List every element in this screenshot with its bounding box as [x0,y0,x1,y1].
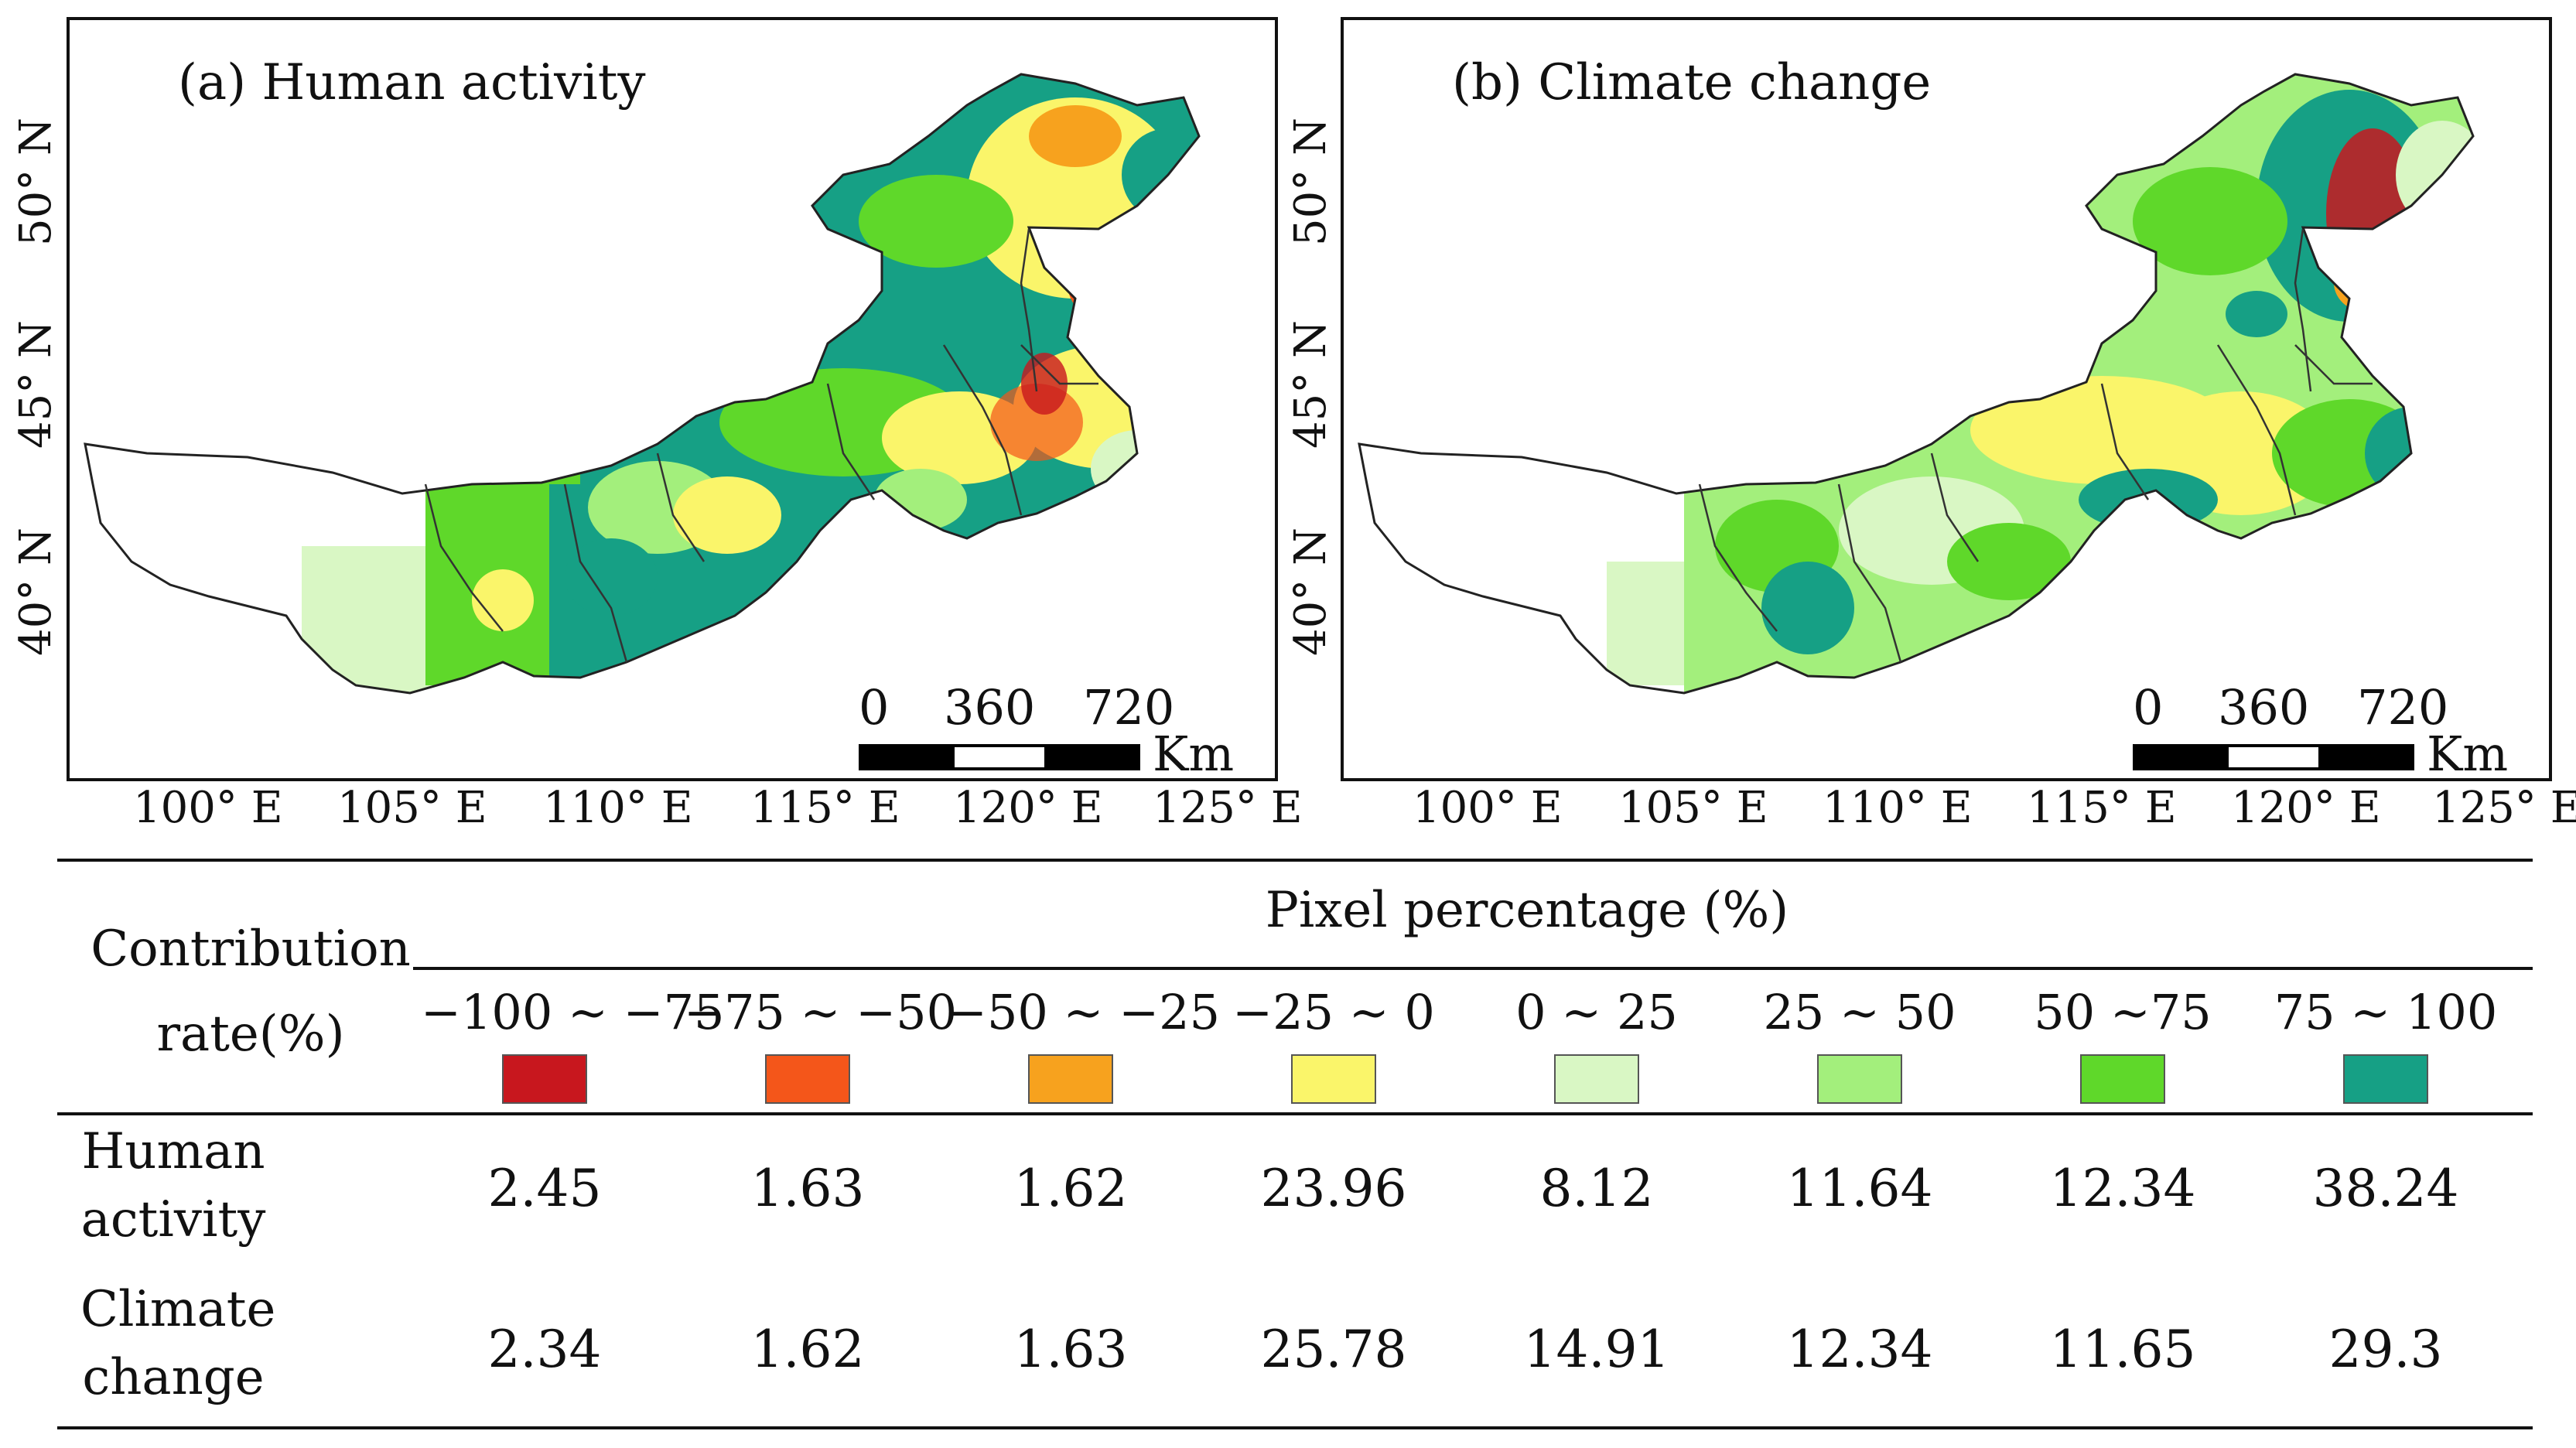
row-label-line: change [82,1349,265,1406]
panel-title: (a) Human activity [178,54,646,111]
legend-range: −75 ~ −50 [684,984,958,1040]
lat-label-a: 40° N [11,527,61,656]
scale-tick: 720 [2357,679,2449,736]
table-row-label: Human activity [80,1123,266,1248]
legend-swatch [1028,1054,1113,1104]
table-cell: 2.34 [487,1320,602,1379]
legend-class: −75 ~ −50 [684,984,958,1104]
map-human-activity [84,73,1201,695]
table-cell: 14.91 [1523,1320,1670,1379]
legend-range: 50 ~75 [2034,984,2212,1040]
scale-segment [859,744,955,770]
scale-bar: 0 360 720 Km [2133,659,2535,778]
row-label-line: Climate [80,1281,276,1338]
table-cell: 23.96 [1260,1159,1407,1218]
lon-label-a: 110° E [543,783,693,833]
legend-class: −100 ~ −75 [421,984,725,1104]
table-rule [57,1112,2533,1115]
panel-title: (b) Climate change [1452,54,1932,111]
scale-segment [1044,744,1140,770]
scale-tick: 360 [944,679,1036,736]
scale-unit: Km [1153,726,1235,781]
legend-range: −100 ~ −75 [421,984,725,1040]
legend-class: −50 ~ −25 [947,984,1221,1104]
legend-class: 0 ~ 25 [1473,984,1720,1104]
table-rule [57,859,2533,862]
legend-swatch [1291,1054,1376,1104]
table-cell: 29.3 [2328,1320,2443,1379]
table-rule [413,967,2533,970]
table-cell: 12.34 [1786,1320,1933,1379]
lon-label-b: 105° E [1618,783,1768,833]
lon-label-a: 105° E [337,783,487,833]
scale-bar: 0 360 720 Km [859,659,1261,778]
scale-tick: 360 [2218,679,2310,736]
legend-swatch [1554,1054,1639,1104]
table-row-label: Climate change [80,1281,276,1406]
table-cell: 11.65 [2049,1320,2196,1379]
lon-label-a: 100° E [133,783,283,833]
legend-range: −25 ~ 0 [1232,984,1435,1040]
lon-label-b: 115° E [2027,783,2177,833]
scale-tick: 0 [2133,679,2164,736]
legend-range: 0 ~ 25 [1515,984,1678,1040]
lat-label-b: 40° N [1286,527,1336,656]
row-header-line: rate(%) [156,1006,345,1063]
lon-label-b: 110° E [1823,783,1973,833]
table-cell: 11.64 [1786,1159,1933,1218]
table-cell: 1.63 [750,1159,865,1218]
legend-class: 50 ~75 [1999,984,2246,1104]
table-cell: 38.24 [2312,1159,2459,1218]
lon-label-b: 100° E [1413,783,1563,833]
legend-class: −25 ~ 0 [1210,984,1457,1104]
row-label-line: Human [81,1123,265,1180]
legend-swatch [765,1054,850,1104]
legend-class: 25 ~ 50 [1736,984,1983,1104]
table-cell: 12.34 [2049,1159,2196,1218]
lon-label-a: 125° E [1153,783,1303,833]
lat-label-b: 45° N [1286,319,1336,449]
legend-table: Contribution rate(%) Pixel percentage (%… [57,851,2533,1439]
lat-label-a: 50° N [11,117,61,246]
legend-range: 25 ~ 50 [1763,984,1956,1040]
row-label-line: activity [80,1191,266,1248]
row-header-line: Contribution [91,920,411,978]
map-climate-change [1358,73,2475,695]
legend-swatch [2343,1054,2428,1104]
scale-segment [2318,744,2414,770]
table-cell: 8.12 [1539,1159,1654,1218]
scale-segment [2133,744,2229,770]
lon-label-a: 115° E [750,783,900,833]
lat-label-a: 45° N [11,319,61,449]
section-title: Pixel percentage (%) [1265,882,1789,939]
table-rule [57,1426,2533,1429]
table-cell: 25.78 [1260,1320,1407,1379]
table-cell: 1.62 [750,1320,865,1379]
table-cell: 2.45 [487,1159,602,1218]
row-header: Contribution rate(%) [73,920,429,1063]
lon-label-b: 125° E [2432,783,2576,833]
table-cell: 1.63 [1013,1320,1128,1379]
legend-swatch [1817,1054,1902,1104]
scale-tick: 720 [1083,679,1175,736]
map-panel-human-activity: (a) Human activity 0 360 720 Km [67,17,1278,781]
lat-label-b: 50° N [1286,117,1336,246]
legend-swatch [2080,1054,2165,1104]
lon-label-b: 120° E [2231,783,2381,833]
scale-unit: Km [2427,726,2509,781]
legend-range: −50 ~ −25 [947,984,1221,1040]
lon-label-a: 120° E [953,783,1103,833]
scale-segment [2226,744,2321,770]
legend-class: 75 ~ 100 [2262,984,2509,1104]
scale-tick: 0 [859,679,890,736]
legend-range: 75 ~ 100 [2274,984,2498,1040]
scale-segment [951,744,1047,770]
table-cell: 1.62 [1013,1159,1128,1218]
legend-swatch [502,1054,587,1104]
map-panel-climate-change: (b) Climate change 0 360 720 Km [1341,17,2552,781]
